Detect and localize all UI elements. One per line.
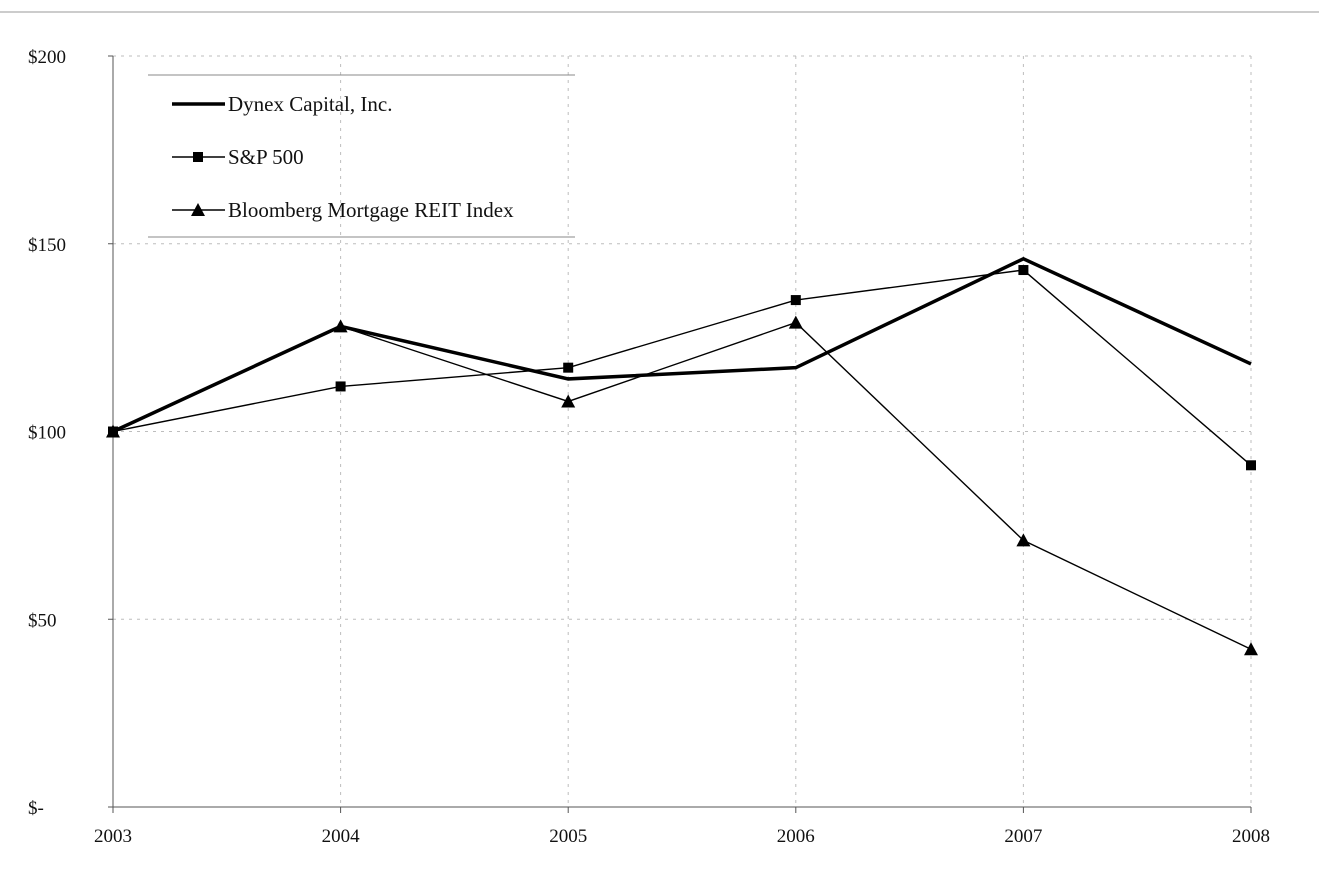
legend: Dynex Capital, Inc. S&P 500 Bloomberg Mort… (148, 74, 575, 238)
grid (113, 55, 1252, 807)
x-tick-label: 2008 (1232, 826, 1270, 847)
data-point-square (335, 381, 346, 392)
legend-label-2: Bloomberg Mortgage REIT Index (228, 198, 514, 222)
series-0 (112, 256, 1252, 434)
series-line-0 (112, 256, 1252, 434)
x-tick-label: 2005 (549, 826, 587, 847)
y-tick-label: $100 (28, 423, 66, 444)
x-tick-label: 2006 (777, 826, 815, 847)
y-tick-label: $200 (28, 47, 66, 68)
x-tick-label: 2004 (322, 826, 361, 847)
data-point-square (790, 295, 801, 306)
data-point-triangle (106, 424, 120, 438)
legend-marker-square (193, 152, 203, 162)
data-point-triangle (1244, 642, 1258, 656)
data-point-triangle (1016, 533, 1031, 547)
legend-label-0: Dynex Capital, Inc. (228, 92, 392, 116)
data-point-square (1246, 460, 1256, 471)
series-line-1 (112, 269, 1252, 466)
axes: $- $50 $100 $150 $200 2003 2004 2005 2006 2007 200… (28, 47, 1270, 847)
data-point-triangle (333, 319, 348, 333)
y-tick-label: $- (28, 798, 44, 819)
data-point-square (1018, 265, 1029, 276)
data-point-square (563, 362, 574, 373)
x-tick-label: 2007 (1004, 826, 1042, 847)
data-point-triangle (788, 315, 803, 329)
y-tick-label: $150 (28, 235, 66, 256)
series-2 (106, 315, 1258, 656)
legend-marker-triangle (191, 203, 205, 216)
y-tick-label: $50 (28, 610, 57, 631)
x-tick-label: 2003 (94, 826, 132, 847)
data-point-triangle (561, 394, 576, 408)
series-line-2 (112, 321, 1252, 650)
legend-label-1: S&P 500 (228, 145, 304, 169)
series-1 (108, 265, 1256, 471)
series-layer (106, 256, 1258, 656)
